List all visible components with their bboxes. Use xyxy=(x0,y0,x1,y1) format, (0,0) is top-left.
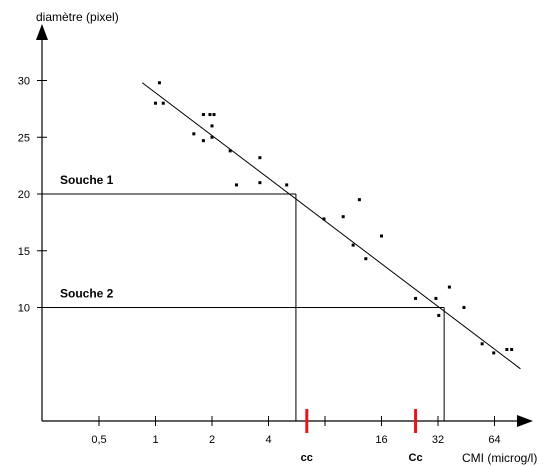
data-point-26 xyxy=(480,342,484,346)
x-tick-label-7: 64 xyxy=(488,434,500,446)
data-point-27 xyxy=(492,351,496,355)
x-tick-label-2: 2 xyxy=(209,434,215,446)
data-point-23 xyxy=(437,313,441,317)
y-axis-arrow xyxy=(36,24,48,40)
data-point-25 xyxy=(462,306,466,309)
data-point-12 xyxy=(258,156,262,160)
data-point-16 xyxy=(341,215,345,219)
data-point-13 xyxy=(258,181,262,185)
y-tick-label-3: 25 xyxy=(18,132,30,144)
x-axis-arrow xyxy=(517,415,533,427)
data-point-11 xyxy=(234,183,238,187)
y-tick-label-0: 10 xyxy=(18,303,30,315)
x-axis-title: CMI (microg/l) xyxy=(462,451,537,465)
axes-layer: diamètre (pixel) CMI (microg/l) xyxy=(36,10,537,465)
x-tick-label-6: 32 xyxy=(432,434,444,446)
data-point-18 xyxy=(357,198,361,202)
data-point-3 xyxy=(192,132,196,136)
data-point-0 xyxy=(154,101,157,105)
data-point-24 xyxy=(447,285,451,289)
data-point-21 xyxy=(414,296,418,300)
marker-Cc-label: Cc xyxy=(409,452,423,464)
data-point-19 xyxy=(364,257,368,261)
data-point-17 xyxy=(351,243,355,247)
data-point-22 xyxy=(434,296,438,300)
lines-layer: Souche 1 Souche 2 xyxy=(42,82,521,421)
regression-line xyxy=(141,82,521,370)
y-axis-title: diamètre (pixel) xyxy=(36,10,119,24)
y-tick-label-4: 30 xyxy=(18,76,30,88)
guide-label-2: Souche 2 xyxy=(60,287,114,301)
data-point-10 xyxy=(228,149,232,153)
marker-cc-label: cc xyxy=(301,452,313,464)
x-tick-label-0: 0,5 xyxy=(91,434,106,446)
data-point-8 xyxy=(210,124,214,128)
y-tick-label-2: 20 xyxy=(18,189,30,201)
x-tick-label-5: 16 xyxy=(375,434,387,446)
data-point-29 xyxy=(510,347,514,351)
data-point-4 xyxy=(201,113,205,117)
x-tick-label-1: 1 xyxy=(152,434,158,446)
ticks-layer: 0,5 1 2 4 16 32 64 10 15 20 25 30 xyxy=(18,76,501,447)
data-point-28 xyxy=(505,347,509,351)
data-point-1 xyxy=(157,81,161,85)
data-point-14 xyxy=(285,183,289,187)
guide-label-1: Souche 1 xyxy=(60,173,114,187)
data-point-6 xyxy=(208,113,212,117)
points-layer xyxy=(154,81,514,355)
data-point-15 xyxy=(322,217,326,221)
data-point-5 xyxy=(201,139,205,143)
x-tick-label-3: 4 xyxy=(265,434,271,446)
data-point-2 xyxy=(161,101,165,105)
y-tick-label-1: 15 xyxy=(18,246,30,258)
data-point-7 xyxy=(212,113,216,117)
markers-layer: cc Cc xyxy=(301,409,423,464)
data-point-20 xyxy=(380,234,383,238)
data-point-9 xyxy=(210,135,214,139)
